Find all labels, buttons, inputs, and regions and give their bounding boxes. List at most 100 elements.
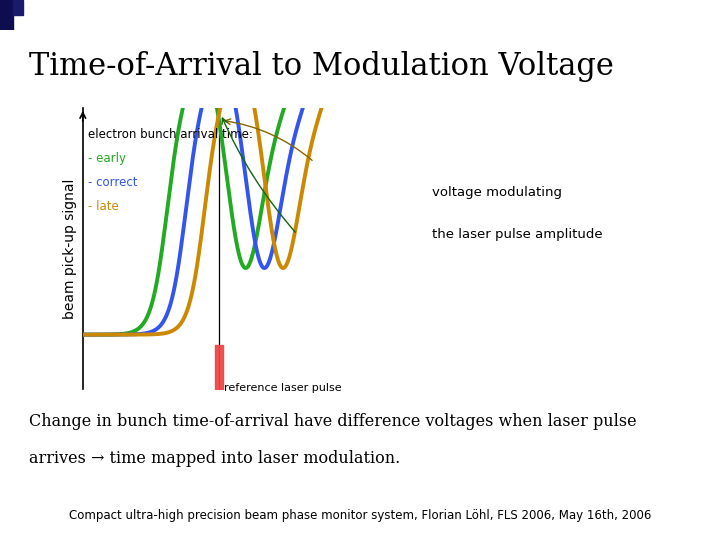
Bar bbox=[1, 0, 3, 30]
Bar bbox=[0, 0, 3, 30]
Bar bbox=[2, 0, 4, 30]
Bar bbox=[2, 0, 4, 30]
Bar bbox=[1, 0, 3, 30]
Bar bbox=[0, 0, 3, 30]
Bar bbox=[1, 0, 3, 30]
Bar bbox=[1, 0, 3, 30]
Bar bbox=[1, 0, 4, 30]
Bar bbox=[0, 0, 3, 30]
Bar bbox=[1, 0, 4, 30]
Bar bbox=[1, 0, 4, 30]
Bar bbox=[1, 0, 4, 30]
Bar bbox=[1, 0, 3, 30]
Bar bbox=[1, 0, 3, 30]
Bar bbox=[1, 0, 3, 30]
Bar bbox=[0, 0, 2, 30]
Bar bbox=[1, 0, 4, 30]
Bar bbox=[1, 0, 4, 30]
Bar bbox=[1, 0, 4, 30]
Bar bbox=[0, 0, 3, 30]
Bar bbox=[1, 0, 4, 30]
Bar bbox=[1, 0, 4, 30]
Bar bbox=[0, 0, 3, 30]
Bar bbox=[1, 0, 4, 30]
Bar bbox=[0, 0, 3, 30]
Bar bbox=[1, 0, 4, 30]
Bar bbox=[1, 0, 3, 30]
Bar bbox=[0, 0, 2, 30]
Bar bbox=[1, 0, 4, 30]
Bar bbox=[2, 0, 4, 30]
Bar bbox=[2, 0, 4, 30]
Bar bbox=[1, 0, 4, 30]
Bar bbox=[1, 0, 3, 30]
Bar bbox=[1, 0, 4, 30]
Bar bbox=[1, 0, 4, 30]
Bar bbox=[2, 0, 5, 30]
Bar bbox=[1, 0, 4, 30]
Bar bbox=[1, 0, 4, 30]
Bar bbox=[0, 0, 2, 30]
Bar bbox=[1, 0, 4, 30]
Bar bbox=[1, 0, 4, 30]
Bar bbox=[1, 0, 4, 30]
Bar bbox=[2, 0, 4, 30]
Bar bbox=[1, 0, 4, 30]
Bar bbox=[1, 0, 4, 30]
Bar bbox=[0, 0, 3, 30]
Bar bbox=[1, 0, 4, 30]
Bar bbox=[1, 0, 4, 30]
Bar bbox=[1, 0, 4, 30]
Bar bbox=[1, 0, 4, 30]
Bar bbox=[1, 0, 3, 30]
Bar bbox=[1, 0, 4, 30]
Bar bbox=[2, 0, 4, 30]
Bar bbox=[1, 0, 3, 30]
Bar bbox=[2, 0, 4, 30]
Bar bbox=[1, 0, 3, 30]
Bar bbox=[1, 0, 4, 30]
Bar bbox=[2, 0, 4, 30]
Bar bbox=[0, 0, 3, 30]
Bar bbox=[1, 0, 4, 30]
Bar bbox=[1, 0, 4, 30]
Bar bbox=[1, 0, 4, 30]
Bar bbox=[0, 0, 3, 30]
Bar bbox=[0, 0, 3, 30]
Bar bbox=[1, 0, 4, 30]
Bar bbox=[1, 0, 3, 30]
Bar bbox=[2, 0, 5, 30]
Bar bbox=[1, 0, 4, 30]
Bar bbox=[2, 0, 4, 30]
Bar bbox=[1, 0, 3, 30]
Bar bbox=[1, 0, 4, 30]
Bar bbox=[1, 0, 4, 30]
Bar bbox=[1, 0, 3, 30]
Bar bbox=[1, 0, 3, 30]
Bar bbox=[1, 0, 3, 30]
Text: - late: - late bbox=[88, 200, 119, 213]
Bar bbox=[1, 0, 4, 30]
Bar bbox=[2, 0, 4, 30]
Bar bbox=[1, 0, 4, 30]
Bar bbox=[1, 0, 3, 30]
Bar bbox=[2, 0, 4, 30]
Bar bbox=[2, 0, 4, 30]
Bar bbox=[1, 0, 3, 30]
Bar bbox=[2, 0, 5, 30]
Bar bbox=[0, 0, 2, 30]
Bar bbox=[1, 0, 4, 30]
Bar bbox=[2, 0, 5, 30]
Bar bbox=[1, 0, 4, 30]
Bar bbox=[2, 0, 4, 30]
Bar bbox=[1, 0, 4, 30]
Bar bbox=[1, 0, 4, 30]
Text: - correct: - correct bbox=[88, 176, 138, 189]
Bar bbox=[2, 0, 5, 30]
Bar bbox=[1, 0, 3, 30]
Y-axis label: beam pick-up signal: beam pick-up signal bbox=[63, 178, 77, 319]
Bar bbox=[2, 0, 5, 30]
Bar bbox=[1, 0, 4, 30]
Bar bbox=[2, 0, 4, 30]
Bar bbox=[0, 0, 3, 30]
